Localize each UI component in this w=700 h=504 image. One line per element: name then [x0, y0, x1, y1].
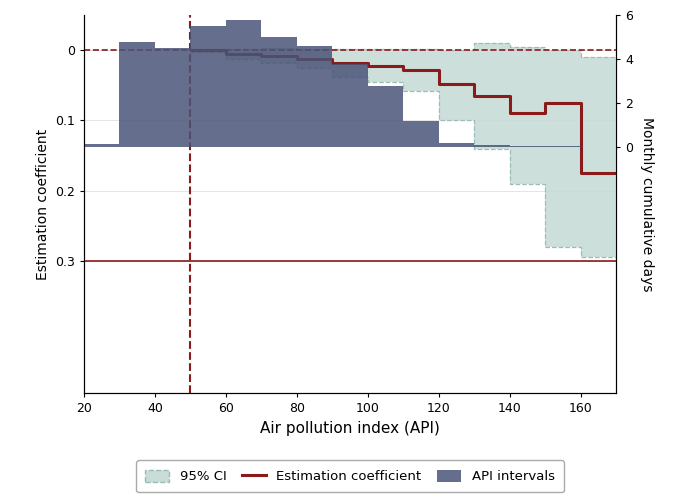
Bar: [580, 147, 616, 148]
Bar: [368, 86, 403, 148]
Bar: [403, 121, 439, 148]
Bar: [297, 46, 332, 148]
Bar: [120, 42, 155, 148]
Bar: [510, 146, 545, 148]
Y-axis label: Estimation coefficient: Estimation coefficient: [36, 129, 50, 280]
Bar: [226, 20, 261, 148]
Bar: [332, 64, 368, 148]
Bar: [261, 37, 297, 148]
Bar: [84, 144, 120, 148]
Bar: [545, 146, 580, 148]
Bar: [155, 48, 190, 148]
Y-axis label: Monthly cumulative days: Monthly cumulative days: [640, 117, 654, 291]
Bar: [439, 143, 474, 148]
Legend: 95% CI, Estimation coefficient, API intervals: 95% CI, Estimation coefficient, API inte…: [136, 461, 564, 492]
Bar: [474, 145, 510, 148]
X-axis label: Air pollution index (API): Air pollution index (API): [260, 421, 440, 435]
Bar: [190, 26, 226, 148]
